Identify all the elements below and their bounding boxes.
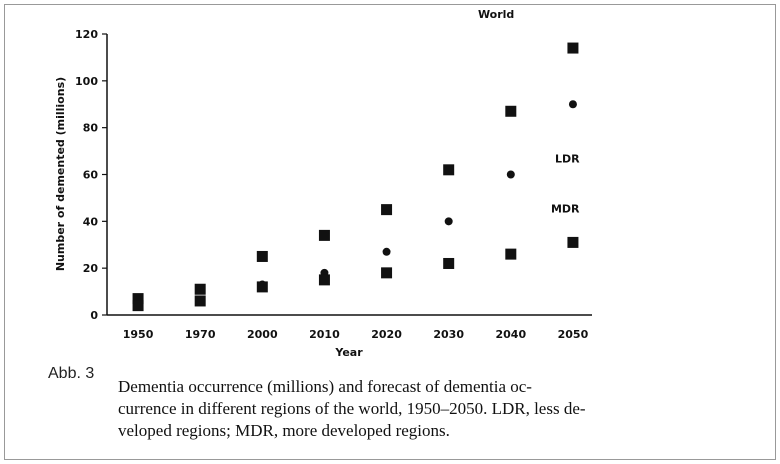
y-tick-label: 100 <box>75 75 98 88</box>
caption-line: Dementia occurrence (millions) and forec… <box>118 377 532 396</box>
marker <box>256 281 268 293</box>
marker <box>505 248 517 260</box>
y-tick-label: 0 <box>90 309 98 322</box>
x-tick-label: 2000 <box>247 328 278 341</box>
y-tick-label: 60 <box>83 169 99 182</box>
y-axis-title: Number of demented (millions) <box>54 77 67 271</box>
x-tick-label: 2020 <box>371 328 402 341</box>
y-tick-label: 120 <box>75 28 98 41</box>
x-axis-title: Year <box>334 346 363 359</box>
x-tick-label: 2030 <box>433 328 464 341</box>
x-tick-label: 2050 <box>558 328 589 341</box>
x-tick-label: 1970 <box>185 328 216 341</box>
marker <box>132 293 144 305</box>
marker <box>256 250 268 262</box>
x-tick-label: 2040 <box>496 328 527 341</box>
series-label: LDR <box>555 152 580 165</box>
caption-line: veloped regions; MDR, more developed reg… <box>118 421 450 440</box>
caption-line: currence in different regions of the wor… <box>118 399 586 418</box>
marker <box>567 236 579 248</box>
y-tick-label: 40 <box>83 215 99 228</box>
y-tick-label: 20 <box>83 262 99 275</box>
series-label: MDR <box>551 202 580 215</box>
marker <box>506 170 515 179</box>
frame <box>4 4 776 460</box>
marker <box>443 164 455 176</box>
marker <box>568 100 577 109</box>
marker <box>443 257 455 269</box>
caption-label: Abb. 3 <box>48 365 94 382</box>
marker <box>194 283 206 295</box>
x-tick-label: 1950 <box>123 328 154 341</box>
marker <box>382 247 391 256</box>
marker <box>132 300 144 312</box>
marker <box>381 267 393 279</box>
y-tick-label: 80 <box>83 122 99 135</box>
marker <box>381 204 393 216</box>
marker <box>318 229 330 241</box>
series-label: World <box>478 8 514 21</box>
marker <box>567 42 579 54</box>
x-tick-label: 2010 <box>309 328 340 341</box>
marker <box>318 274 330 286</box>
marker <box>194 295 206 307</box>
marker <box>444 217 453 226</box>
marker <box>505 105 517 117</box>
